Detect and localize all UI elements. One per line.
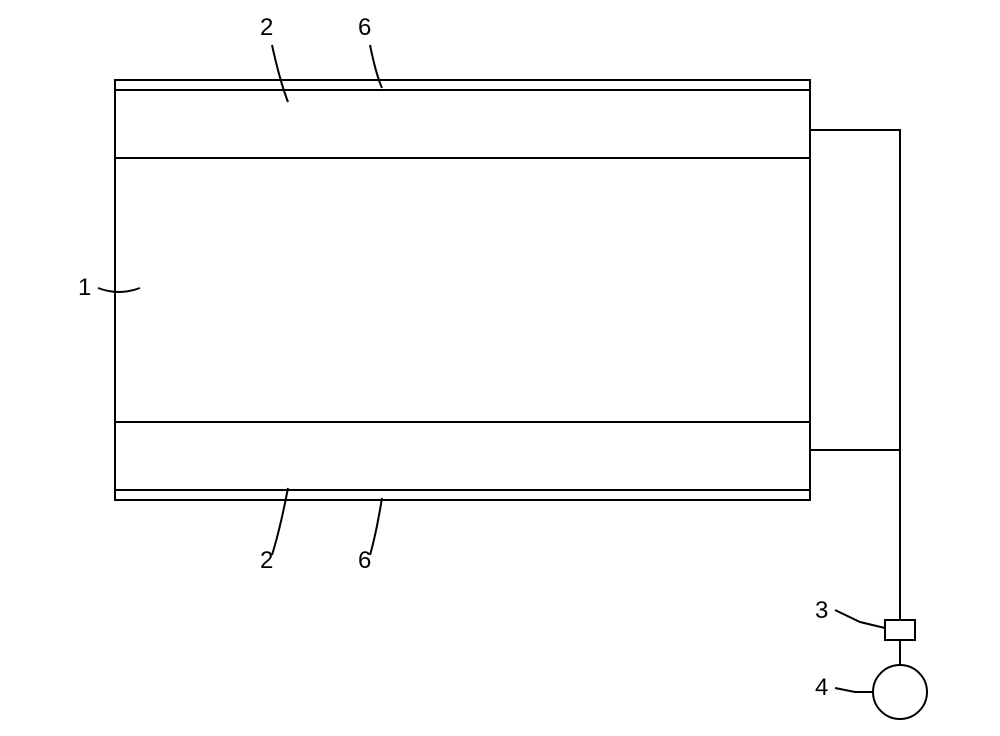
label-2b-lead <box>272 488 288 555</box>
label-3: 3 <box>815 597 828 624</box>
label-1: 1 <box>78 274 91 301</box>
label-4: 4 <box>815 674 828 701</box>
label-6b-lead <box>370 498 382 555</box>
bottom-band <box>115 422 810 490</box>
label-6b: 6 <box>358 547 371 574</box>
label-2a-lead <box>272 45 288 102</box>
technical-diagram: 1 2 6 2 6 3 4 <box>0 0 1000 736</box>
label-1-lead <box>98 288 140 292</box>
label-4-lead <box>835 688 873 692</box>
label-6a: 6 <box>358 14 371 41</box>
label-2a: 2 <box>260 14 273 41</box>
small-box <box>885 620 915 640</box>
circle-component <box>873 665 927 719</box>
label-3-lead <box>835 610 885 628</box>
label-6a-lead <box>370 45 382 88</box>
top-band <box>115 90 810 158</box>
label-2b: 2 <box>260 547 273 574</box>
right-channel <box>810 130 900 450</box>
main-body <box>115 80 810 500</box>
